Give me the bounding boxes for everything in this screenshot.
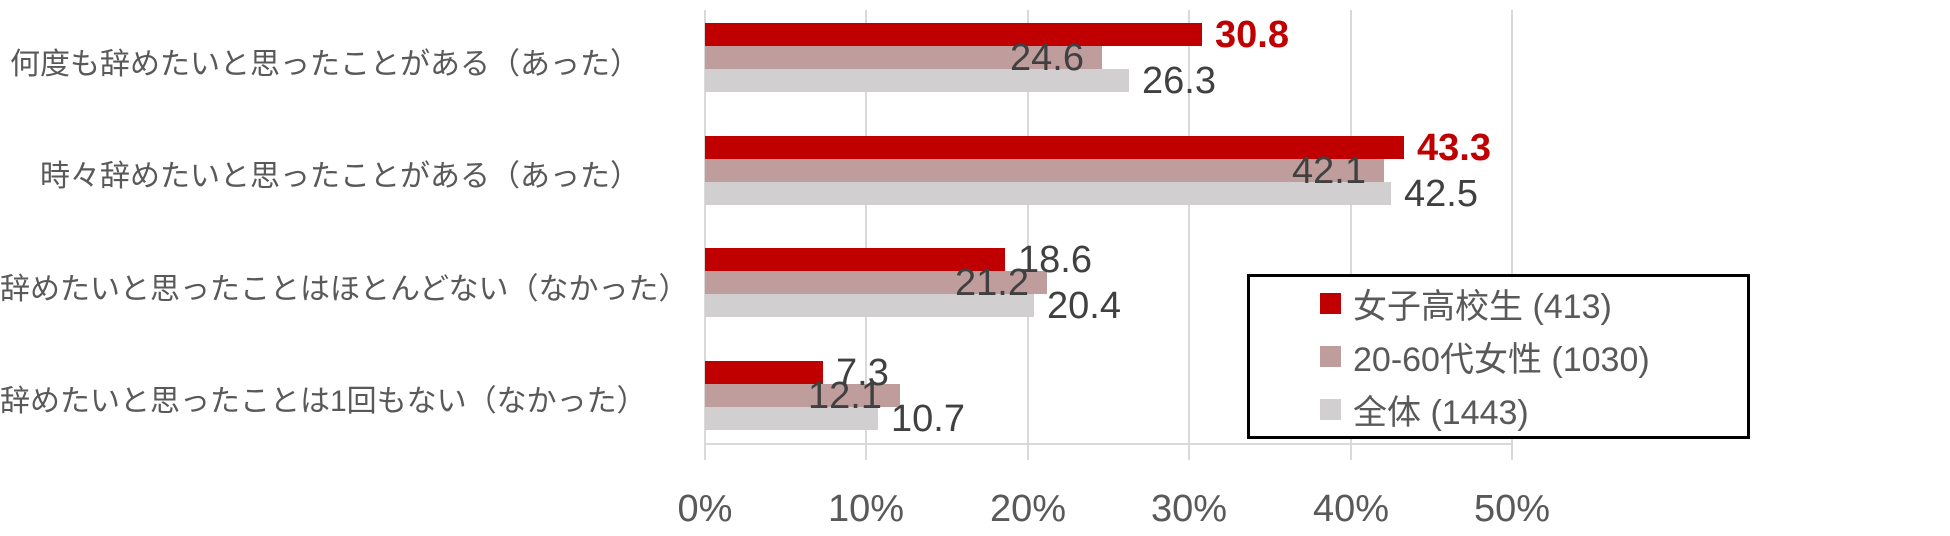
axis-tick (1511, 443, 1513, 460)
value-label: 10.7 (891, 398, 965, 440)
legend-item: 全体 (1443) (1320, 383, 1747, 436)
x-axis-tick-label: 30% (1150, 488, 1228, 530)
legend-item: 女子高校生 (413) (1320, 277, 1747, 330)
category-label: 何度も辞めたいと思ったことがある（あった） (10, 48, 640, 81)
axis-tick (1188, 443, 1190, 460)
x-axis-line (705, 443, 1512, 445)
value-label: 42.1 (1292, 150, 1366, 192)
value-label: 20.4 (1047, 285, 1121, 327)
bar (705, 23, 1202, 46)
bar (705, 294, 1034, 317)
category-label: 辞めたいと思ったことはほとんどない（なかった） (0, 273, 689, 306)
axis-tick (1350, 443, 1352, 460)
bar (705, 136, 1404, 159)
axis-tick (704, 443, 706, 460)
category-label: 時々辞めたいと思ったことがある（あった） (40, 160, 640, 193)
legend: 女子高校生 (413) 20-60代女性 (1030) 全体 (1443) (1247, 274, 1750, 439)
bar (705, 407, 878, 430)
bar (705, 182, 1391, 205)
value-label: 43.3 (1417, 127, 1491, 169)
bar (705, 69, 1129, 92)
gridline (1350, 10, 1352, 443)
legend-label: 全体 (1443) (1353, 394, 1529, 432)
value-label: 7.3 (836, 352, 889, 394)
value-label: 42.5 (1404, 173, 1478, 215)
value-label: 26.3 (1142, 60, 1216, 102)
legend-label: 20-60代女性 (1030) (1353, 341, 1650, 379)
gridline (704, 10, 706, 443)
value-label: 18.6 (1018, 239, 1092, 281)
x-axis-tick-label: 20% (989, 488, 1067, 530)
bar (705, 361, 823, 384)
bar (705, 46, 1102, 69)
value-label: 24.6 (1010, 37, 1084, 79)
gridline (1188, 10, 1190, 443)
value-label: 30.8 (1215, 14, 1289, 56)
x-axis-tick-label: 10% (827, 488, 905, 530)
legend-swatch (1320, 399, 1341, 420)
x-axis-tick-label: 40% (1312, 488, 1390, 530)
legend-item: 20-60代女性 (1030) (1320, 330, 1747, 383)
bar (705, 248, 1005, 271)
legend-label: 女子高校生 (413) (1353, 288, 1612, 326)
axis-tick (865, 443, 867, 460)
category-label: 辞めたいと思ったことは1回もない（なかった） (0, 385, 647, 418)
x-axis-tick-label: 50% (1473, 488, 1551, 530)
value-label: 21.2 (955, 262, 1029, 304)
gridline (1027, 10, 1029, 443)
gridline (1511, 10, 1513, 443)
legend-swatch (1320, 346, 1341, 367)
axis-tick (1027, 443, 1029, 460)
x-axis-tick-label: 0% (677, 488, 733, 530)
bar (705, 159, 1384, 182)
bar (705, 384, 900, 407)
value-label: 12.1 (808, 375, 882, 417)
bar (705, 271, 1047, 294)
gridline (865, 10, 867, 443)
legend-swatch (1320, 293, 1341, 314)
